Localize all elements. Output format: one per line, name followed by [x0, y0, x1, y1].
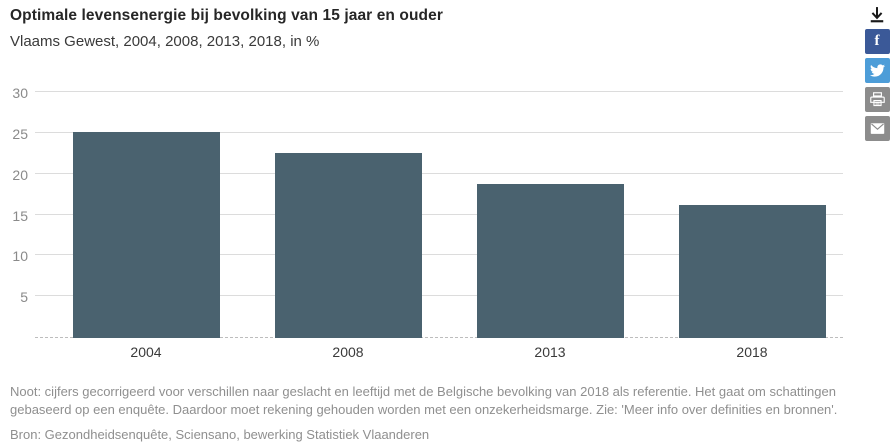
facebook-share-button[interactable]: f — [864, 29, 890, 54]
gridline-10 — [35, 254, 843, 256]
share-toolbar: f — [864, 4, 890, 141]
y-tick-label: 15 — [12, 207, 28, 224]
page-title: Optimale levensenergie bij bevolking van… — [10, 7, 443, 24]
gridline-30 — [35, 91, 843, 92]
gridline-20 — [35, 172, 843, 174]
bar-2018[interactable] — [678, 204, 826, 338]
chart-footer: Noot: cijfers gecorrigeerd voor verschil… — [10, 383, 888, 444]
x-axis: 2004 2008 2013 2018 — [45, 344, 853, 360]
note-text: Noot: cijfers gecorrigeerd voor verschil… — [10, 384, 838, 418]
download-icon — [870, 6, 884, 22]
bar-slot — [449, 93, 651, 338]
gridline-25 — [35, 131, 843, 133]
gridline-15 — [35, 213, 843, 215]
source-text: Bron: Gezondheidsenquête, Sciensano, bew… — [10, 426, 430, 442]
bar-2004[interactable] — [72, 132, 220, 338]
email-share-button[interactable] — [864, 116, 890, 141]
twitter-icon — [869, 64, 885, 77]
bar-slot — [247, 93, 449, 338]
x-tick-label-2004: 2004 — [130, 344, 162, 360]
plot-area — [35, 91, 843, 338]
facebook-icon: f — [874, 33, 880, 49]
x-tick-label-2008: 2008 — [332, 344, 364, 360]
bars-group — [45, 93, 853, 338]
bar-2013[interactable] — [476, 184, 624, 338]
gridline-5 — [35, 295, 843, 297]
x-tick-label-2018: 2018 — [736, 344, 768, 360]
y-tick-label: 5 — [20, 289, 28, 306]
y-tick-label: 20 — [12, 166, 28, 183]
print-icon — [869, 92, 885, 107]
bar-slot — [45, 93, 247, 338]
y-axis: 5 10 15 20 25 30 — [0, 86, 28, 338]
page-subtitle: Vlaams Gewest, 2004, 2008, 2013, 2018, i… — [10, 33, 320, 50]
y-tick-label: 30 — [12, 85, 28, 101]
y-tick-label: 25 — [12, 125, 28, 142]
chart-header: Optimale levensenergie bij bevolking van… — [10, 7, 443, 50]
email-icon — [870, 123, 884, 134]
bar-2008[interactable] — [274, 152, 422, 338]
twitter-share-button[interactable] — [864, 58, 890, 83]
bar-slot — [651, 93, 853, 338]
y-tick-label: 10 — [12, 248, 28, 265]
print-button[interactable] — [864, 87, 890, 112]
x-tick-label-2013: 2013 — [534, 344, 566, 360]
download-button[interactable] — [865, 4, 889, 25]
